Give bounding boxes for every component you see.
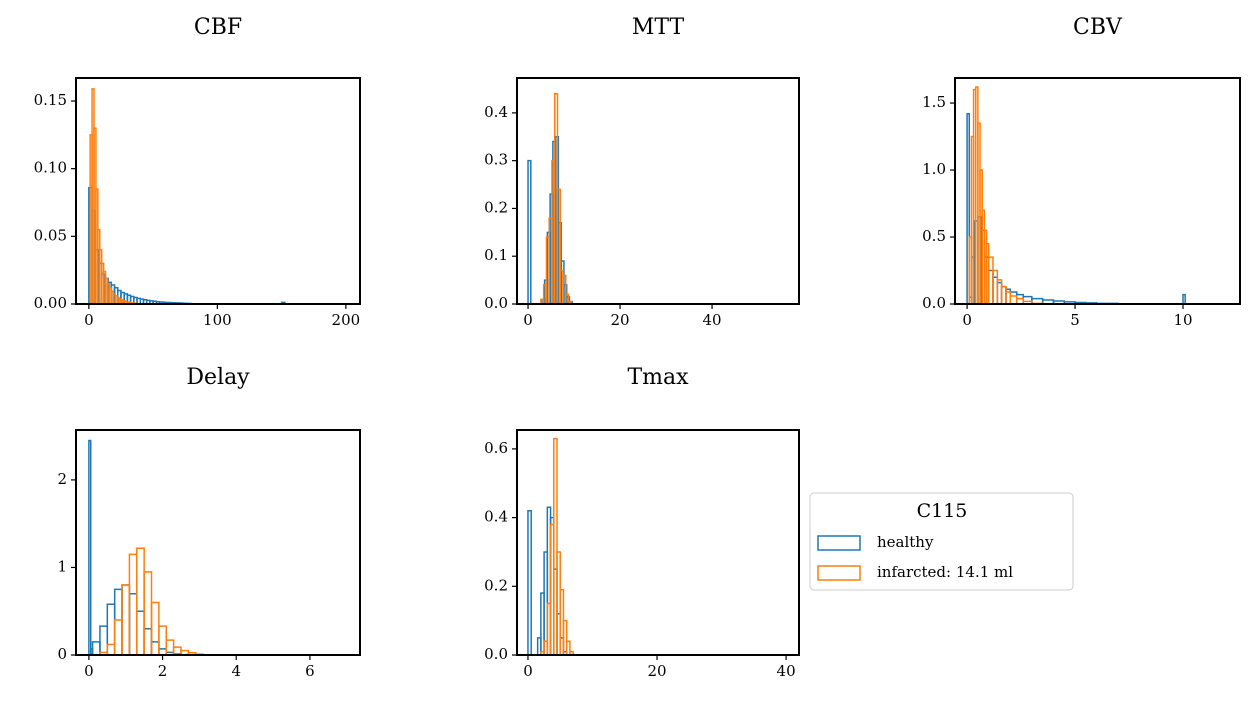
histogram-bin (562, 619, 568, 655)
histogram-bin (136, 610, 145, 655)
axes-frame (75, 429, 361, 656)
histogram-bin (560, 260, 565, 304)
histogram-bin (121, 584, 131, 655)
x-tick-label: 0 (523, 662, 533, 680)
histogram-bin (91, 641, 101, 655)
subplot-title: Tmax (627, 365, 689, 390)
y-tick-label: 0.10 (34, 159, 67, 177)
legend-box (809, 492, 1074, 591)
y-tick-label: 1.0 (922, 160, 946, 178)
x-tick-label: 100 (203, 311, 232, 329)
x-tick-label: 0 (84, 662, 94, 680)
subplot-title: MTT (632, 15, 685, 40)
histogram-bin (1009, 291, 1018, 304)
y-tick-label: 0 (57, 645, 67, 663)
y-tick-label: 0.0 (484, 294, 508, 312)
x-tick-label: 6 (305, 662, 315, 680)
histogram-bin (527, 509, 532, 655)
y-tick-label: 2 (57, 470, 67, 488)
x-tick-label: 0 (523, 311, 533, 329)
y-tick-label: 0.6 (484, 439, 508, 457)
y-tick-label: 0.1 (484, 246, 508, 264)
subplot-title: CBV (1073, 15, 1123, 40)
axes-frame (516, 429, 800, 656)
y-tick-label: 1.5 (922, 93, 946, 111)
histogram-bin (113, 588, 123, 655)
x-tick-label: 0 (962, 311, 972, 329)
axes-frame (75, 77, 361, 305)
histogram-bin (553, 437, 558, 655)
histogram-bin (1182, 293, 1186, 304)
legend-swatch (817, 565, 861, 581)
histogram-bin (565, 293, 570, 304)
histogram-bin (556, 188, 561, 304)
y-tick-label: 0.4 (484, 508, 508, 526)
y-tick-label: 0.4 (484, 103, 508, 121)
histogram-bin (106, 643, 116, 655)
histogram-bin (1022, 295, 1033, 304)
y-tick-label: 0.15 (34, 91, 67, 109)
axes-frame (954, 77, 1241, 305)
y-tick-label: 0.5 (922, 227, 946, 245)
x-tick-label: 2 (158, 662, 168, 680)
histogram-bin (128, 592, 138, 655)
subplot-title: Delay (186, 365, 250, 390)
x-tick-label: 200 (332, 311, 361, 329)
histogram-bin (966, 113, 970, 304)
histogram-bin (128, 553, 138, 655)
y-tick-label: 0.00 (34, 294, 67, 312)
histogram-bin (113, 619, 123, 655)
subplot-title: CBF (194, 15, 242, 40)
y-tick-label: 0.0 (922, 294, 946, 312)
x-tick-label: 10 (1173, 311, 1192, 329)
histogram-bin (99, 625, 109, 655)
y-tick-label: 0.0 (484, 645, 508, 663)
histogram-bin (1009, 295, 1018, 304)
y-tick-label: 0.2 (484, 198, 508, 216)
x-tick-label: 40 (777, 662, 796, 680)
legend-label: healthy (877, 533, 934, 551)
histogram-bin (565, 640, 571, 655)
histogram-bin (150, 641, 160, 655)
legend-swatch (817, 535, 861, 551)
histogram-bin (143, 627, 153, 655)
histogram-bin (121, 584, 131, 655)
histogram-bin (158, 625, 167, 655)
y-tick-label: 0.05 (34, 226, 67, 244)
x-tick-label: 40 (703, 311, 722, 329)
legend-title: C115 (917, 500, 968, 522)
histogram-bin (567, 300, 573, 304)
histogram-bin (143, 571, 153, 655)
histogram-bin (150, 601, 160, 655)
histogram-bin (136, 547, 145, 655)
histogram-bin (88, 439, 92, 655)
x-tick-label: 20 (611, 311, 630, 329)
legend-label: infarcted: 14.1 ml (877, 563, 1013, 581)
x-tick-label: 5 (1070, 311, 1080, 329)
x-tick-label: 20 (647, 662, 666, 680)
histogram-bin (569, 650, 574, 655)
axes-frame (516, 77, 800, 305)
y-tick-label: 1 (57, 557, 67, 575)
y-tick-label: 0.2 (484, 576, 508, 594)
y-tick-label: 0.3 (484, 151, 508, 169)
histogram-bin (527, 159, 532, 304)
histogram-bin (106, 603, 116, 655)
x-tick-label: 4 (231, 662, 241, 680)
histogram-bin (562, 274, 567, 304)
x-tick-label: 0 (84, 311, 94, 329)
